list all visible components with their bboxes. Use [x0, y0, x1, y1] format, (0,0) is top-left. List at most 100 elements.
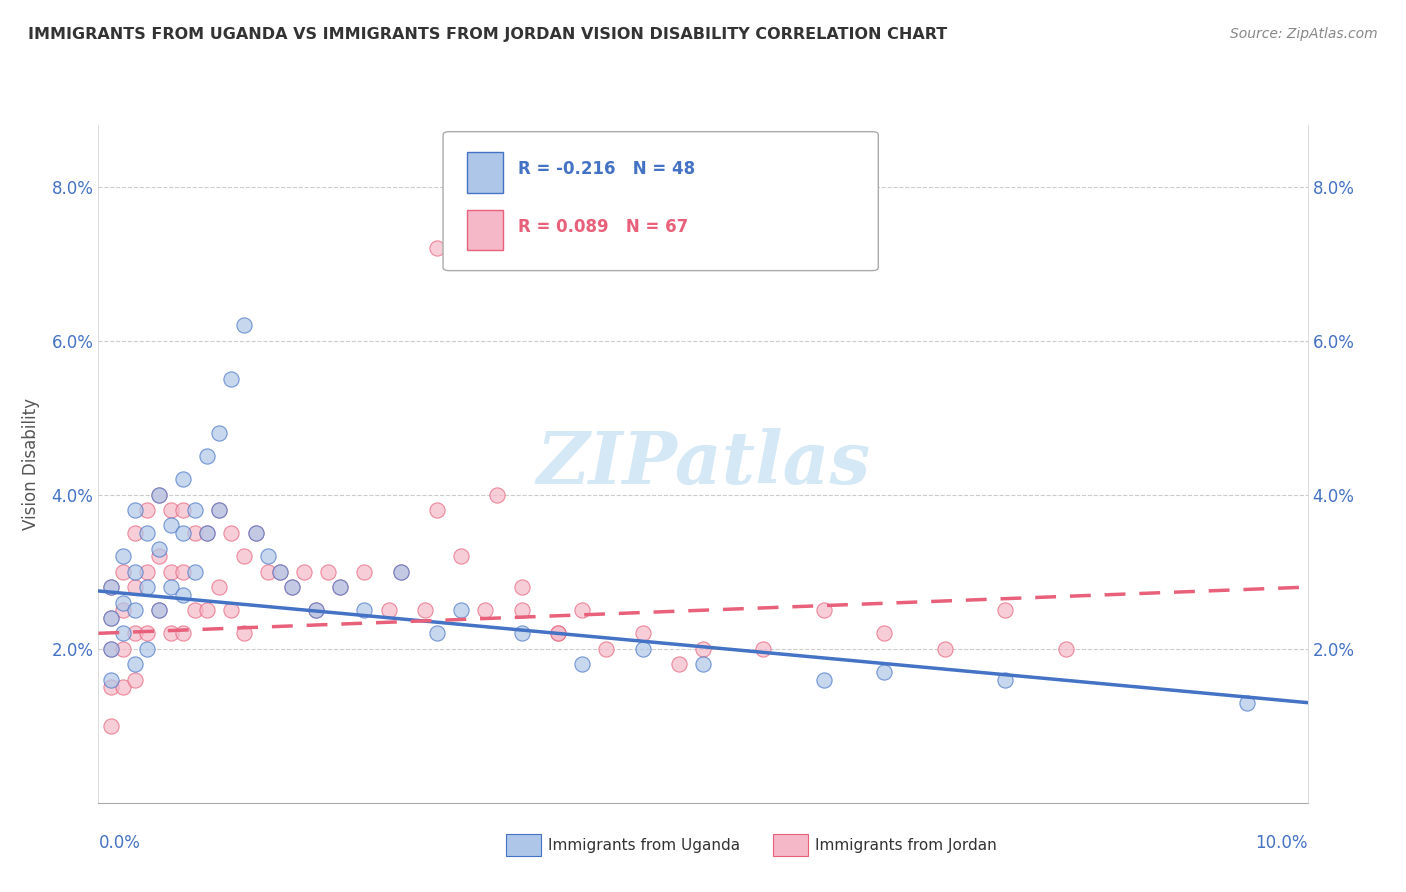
Point [195, 526, 218, 541]
Point [184, 503, 207, 517]
Point [135, 580, 157, 594]
Point [329, 580, 352, 594]
Point [135, 626, 157, 640]
Point [135, 526, 157, 541]
Point [148, 603, 170, 617]
Point [124, 503, 146, 517]
Point [305, 603, 328, 617]
Y-axis label: Vision Disability: Vision Disability [22, 398, 41, 530]
Point [474, 603, 496, 617]
Point [184, 526, 207, 541]
Point [184, 565, 207, 579]
Point [377, 603, 399, 617]
Point [111, 641, 134, 656]
Point [281, 580, 304, 594]
Point [148, 549, 170, 564]
Point [571, 657, 593, 672]
Point [172, 588, 194, 602]
Point [160, 626, 183, 640]
Point [510, 580, 533, 594]
Point [135, 565, 157, 579]
Point [100, 580, 122, 594]
Point [813, 603, 835, 617]
Text: 10.0%: 10.0% [1256, 834, 1308, 852]
Text: 0.0%: 0.0% [98, 834, 141, 852]
Point [281, 580, 304, 594]
Point [172, 626, 194, 640]
Point [631, 626, 654, 640]
Point [873, 626, 896, 640]
Point [124, 603, 146, 617]
Point [195, 449, 218, 463]
Point [160, 580, 183, 594]
Text: IMMIGRANTS FROM UGANDA VS IMMIGRANTS FROM JORDAN VISION DISABILITY CORRELATION C: IMMIGRANTS FROM UGANDA VS IMMIGRANTS FRO… [28, 27, 948, 42]
Point [195, 526, 218, 541]
Point [172, 526, 194, 541]
Point [934, 641, 956, 656]
Point [486, 488, 509, 502]
Point [111, 680, 134, 694]
Point [135, 641, 157, 656]
Point [208, 503, 231, 517]
Text: Immigrants from Uganda: Immigrants from Uganda [548, 838, 741, 853]
Point [668, 657, 690, 672]
Point [305, 603, 328, 617]
Point [547, 626, 569, 640]
Point [450, 603, 472, 617]
Point [426, 503, 449, 517]
Point [100, 641, 122, 656]
Point [148, 488, 170, 502]
Text: Immigrants from Jordan: Immigrants from Jordan [815, 838, 997, 853]
Point [245, 526, 267, 541]
Point [148, 603, 170, 617]
Point [389, 565, 412, 579]
Point [221, 372, 243, 386]
Point [124, 526, 146, 541]
Point [124, 565, 146, 579]
Point [148, 488, 170, 502]
Point [329, 580, 352, 594]
Point [160, 518, 183, 533]
Point [389, 565, 412, 579]
Point [994, 603, 1017, 617]
Text: ZIPatlas: ZIPatlas [536, 428, 870, 500]
Point [208, 503, 231, 517]
Point [100, 611, 122, 625]
Point [873, 665, 896, 679]
Point [111, 603, 134, 617]
Point [111, 565, 134, 579]
Bar [467, 210, 503, 251]
Point [100, 673, 122, 687]
Point [208, 580, 231, 594]
Point [269, 565, 291, 579]
Point [353, 603, 375, 617]
Point [172, 503, 194, 517]
Point [100, 580, 122, 594]
Point [232, 549, 254, 564]
Point [221, 526, 243, 541]
Point [124, 626, 146, 640]
Point [184, 603, 207, 617]
Point [316, 565, 339, 579]
Point [245, 526, 267, 541]
Point [148, 541, 170, 556]
Point [426, 626, 449, 640]
Point [111, 549, 134, 564]
Point [100, 680, 122, 694]
Point [111, 595, 134, 609]
Point [135, 503, 157, 517]
Bar [467, 152, 503, 193]
Point [813, 673, 835, 687]
Point [221, 603, 243, 617]
Point [1236, 696, 1258, 710]
Point [752, 641, 775, 656]
Point [172, 565, 194, 579]
Point [292, 565, 315, 579]
Point [100, 611, 122, 625]
Point [111, 626, 134, 640]
Point [124, 657, 146, 672]
Point [571, 603, 593, 617]
Point [256, 565, 278, 579]
Point [100, 719, 122, 733]
Text: R = -0.216   N = 48: R = -0.216 N = 48 [517, 160, 695, 178]
